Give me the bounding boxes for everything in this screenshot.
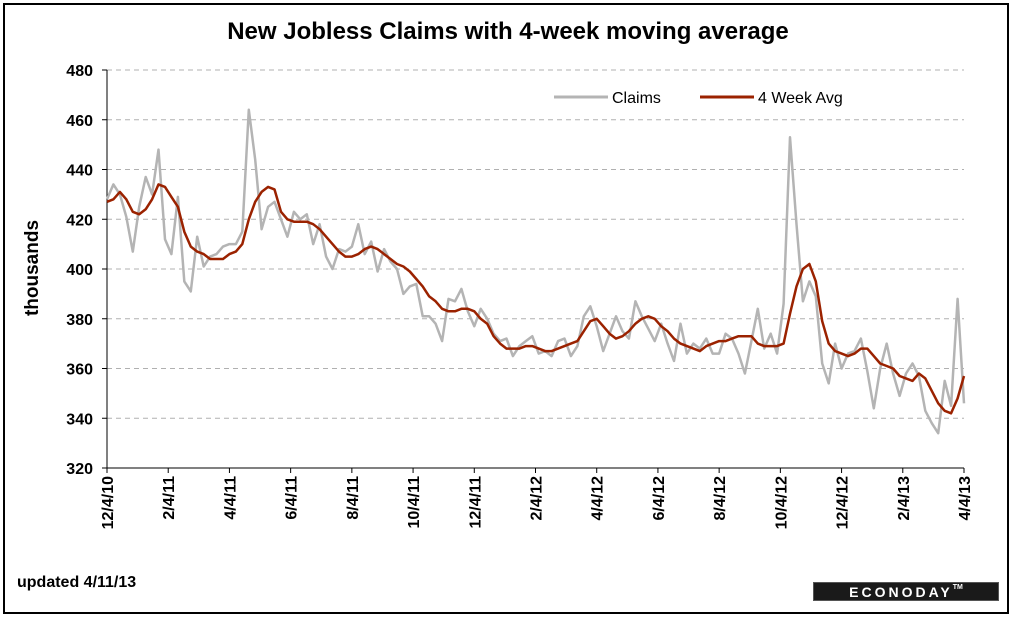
y-tick-label: 360 xyxy=(66,362,93,379)
x-tick-label: 2/4/13 xyxy=(896,476,913,521)
chart-frame xyxy=(3,3,1009,614)
x-tick-label: 8/4/12 xyxy=(712,476,729,521)
x-tick-label: 6/4/12 xyxy=(651,476,668,521)
updated-note: updated 4/11/13 xyxy=(17,574,137,591)
y-tick-labels: 320 340 360 380 400 420 440 460 480 xyxy=(66,63,107,478)
x-tick-label: 10/4/12 xyxy=(773,476,790,529)
x-tick-label: 8/4/11 xyxy=(345,476,362,520)
legend: Claims 4 Week Avg xyxy=(554,90,843,107)
brand-name: ECONODAY xyxy=(849,584,953,600)
legend-label-4-week-avg: 4 Week Avg xyxy=(758,90,843,107)
chart-title: New Jobless Claims with 4-week moving av… xyxy=(227,18,789,45)
legend-label-claims: Claims xyxy=(612,90,661,107)
x-tick-label: 12/4/12 xyxy=(835,476,852,529)
x-tick-label: 12/4/11 xyxy=(467,476,484,529)
x-tick-label: 10/4/11 xyxy=(406,476,423,529)
y-tick-label: 340 xyxy=(66,411,93,428)
x-tick-label: 12/4/10 xyxy=(100,476,117,529)
y-tick-label: 460 xyxy=(66,113,93,130)
y-tick-label: 440 xyxy=(66,163,93,180)
series-lines xyxy=(105,108,966,435)
x-tick-labels: 12/4/10 2/4/11 4/4/11 6/4/11 8/4/11 10/4/11 12… xyxy=(100,468,974,529)
brand-trademark: TM xyxy=(952,584,963,591)
series-line-4-week-avg xyxy=(106,183,966,415)
x-tick-label: 4/4/11 xyxy=(222,476,239,520)
y-tick-label: 380 xyxy=(66,312,93,329)
y-tick-label: 420 xyxy=(66,212,93,229)
x-tick-label: 2/4/11 xyxy=(161,476,178,520)
y-tick-label: 480 xyxy=(66,63,93,80)
x-tick-label: 4/4/13 xyxy=(957,476,974,521)
x-tick-label: 2/4/12 xyxy=(529,476,546,521)
econoday-logo: ECONODAYTM xyxy=(813,582,999,601)
x-tick-label: 4/4/12 xyxy=(590,476,607,521)
series-line-claims xyxy=(105,108,966,435)
y-tick-label: 400 xyxy=(66,262,93,279)
y-tick-label: 320 xyxy=(66,461,93,478)
x-tick-label: 6/4/11 xyxy=(284,476,301,520)
